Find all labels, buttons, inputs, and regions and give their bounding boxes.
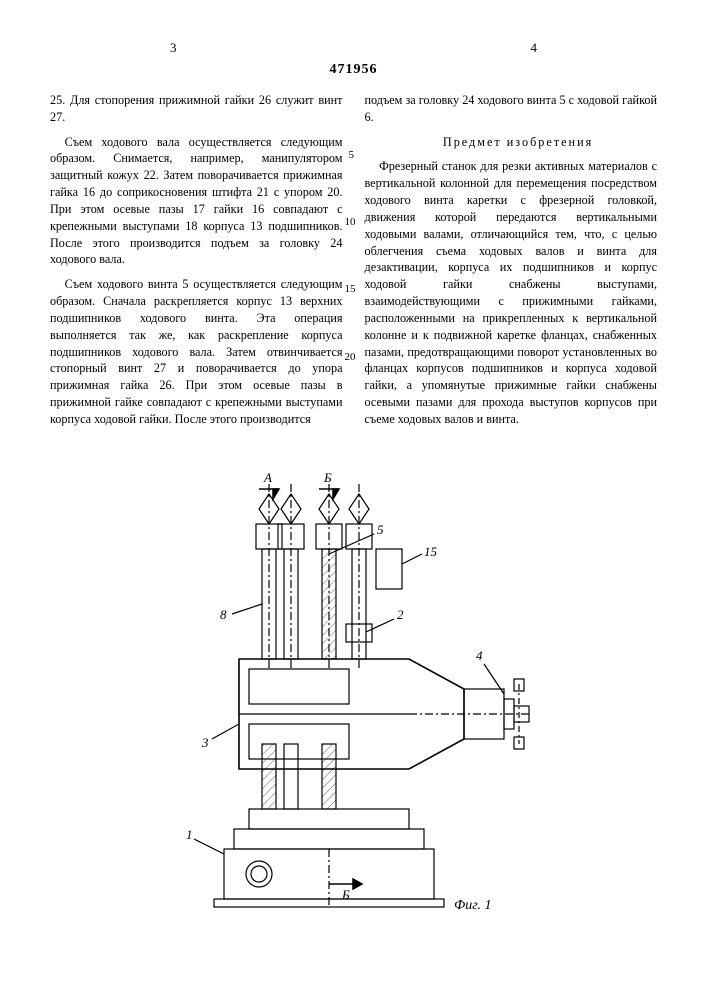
- label-8: 8: [220, 607, 227, 622]
- right-p1: подъем за головку 24 ходового винта 5 с …: [365, 92, 658, 126]
- leader-3: [212, 724, 239, 739]
- leader-8: [232, 604, 262, 614]
- left-column: 25. Для стопорения прижимной гайки 26 сл…: [50, 92, 343, 436]
- margin-num-5: 5: [349, 148, 355, 163]
- leader-15: [402, 554, 422, 564]
- right-column: 5 10 15 20 подъем за головку 24 ходового…: [365, 92, 658, 436]
- text-columns: 25. Для стопорения прижимной гайки 26 сл…: [50, 92, 657, 436]
- label-15: 15: [424, 544, 438, 559]
- lower-flange: [234, 829, 424, 849]
- left-p2: Съем ходового вала осуществляется следую…: [50, 134, 343, 269]
- margin-num-15: 15: [345, 282, 356, 297]
- label-3: 3: [201, 735, 209, 750]
- lower-shaft-mid: [322, 744, 336, 809]
- carriage-top-block: [249, 669, 349, 704]
- lower-shaft-2: [284, 744, 298, 809]
- leader-2: [366, 619, 394, 632]
- label-2: 2: [397, 607, 404, 622]
- right-p2: Фрезерный станок для резки активных мате…: [365, 158, 658, 427]
- page-num-left: 3: [170, 40, 177, 56]
- label-A: А: [263, 470, 272, 485]
- page: 3 4 471956 25. Для стопорения прижимной …: [0, 0, 707, 944]
- page-num-right: 4: [531, 40, 538, 56]
- label-5: 5: [377, 522, 384, 537]
- figure-1: 1 2 3 4 5 8 15 А Б Б Фиг. 1: [164, 454, 544, 924]
- label-4: 4: [476, 648, 483, 663]
- top-bearings: [256, 494, 372, 549]
- item-15-box: [376, 549, 402, 589]
- document-number: 471956: [50, 62, 657, 78]
- left-p3: Съем ходового винта 5 осуществляется сле…: [50, 276, 343, 427]
- claims-heading: Предмет изобретения: [365, 134, 658, 151]
- page-numbers-row: 3 4: [50, 40, 657, 56]
- label-1: 1: [186, 827, 193, 842]
- label-B-bot: Б: [341, 887, 350, 902]
- leader-1: [194, 839, 224, 854]
- base-port-inner: [251, 866, 267, 882]
- figure-caption: Фиг. 1: [454, 898, 492, 913]
- left-p1: 25. Для стопорения прижимной гайки 26 сл…: [50, 92, 343, 126]
- margin-num-10: 10: [345, 215, 356, 230]
- margin-num-20: 20: [345, 350, 356, 365]
- lower-shaft-left: [262, 744, 276, 809]
- base-port: [246, 861, 272, 887]
- label-B-top: Б: [323, 470, 332, 485]
- lower-neck: [249, 809, 409, 829]
